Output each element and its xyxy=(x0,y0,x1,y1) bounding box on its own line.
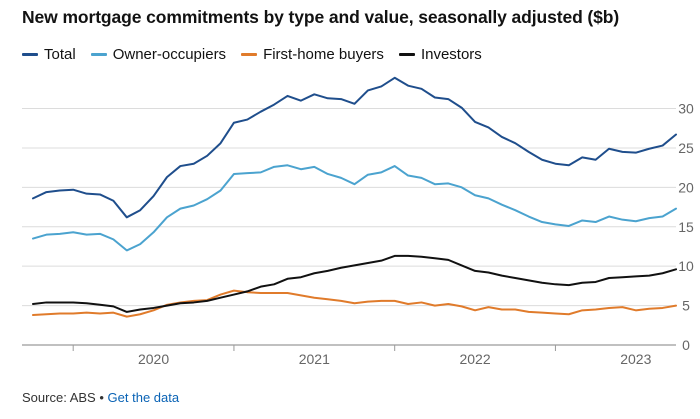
legend-item-first-home-buyers: First-home buyers xyxy=(241,46,384,63)
x-tick-label: 2021 xyxy=(299,351,330,367)
legend-label-first-home-buyers: First-home buyers xyxy=(263,46,384,63)
legend: Total Owner-occupiers First-home buyers … xyxy=(22,46,497,63)
source-note: Source: ABS xyxy=(22,390,96,405)
x-tick-label: 2020 xyxy=(138,351,169,367)
y-tick-label: 20 xyxy=(678,179,694,195)
legend-swatch-first-home-buyers xyxy=(241,53,258,56)
footer: Source: ABS • Get the data xyxy=(22,390,179,405)
x-tick-label: 2023 xyxy=(620,351,651,367)
y-tick-label: 25 xyxy=(678,140,694,156)
legend-label-owner-occupiers: Owner-occupiers xyxy=(112,46,227,63)
series-line-first-home-buyers xyxy=(32,289,677,318)
legend-item-owner-occupiers: Owner-occupiers xyxy=(90,46,227,63)
legend-swatch-total xyxy=(22,53,38,56)
y-tick-label: 10 xyxy=(678,258,694,274)
series-line-total xyxy=(32,76,677,219)
footer-separator: • xyxy=(99,390,104,405)
chart-title: New mortgage commitments by type and val… xyxy=(22,7,620,27)
series-line-investors xyxy=(32,254,677,313)
y-tick-label: 30 xyxy=(678,101,694,117)
get-the-data-link[interactable]: Get the data xyxy=(107,390,180,405)
legend-label-total: Total xyxy=(44,46,76,63)
series-line-owner-occupiers xyxy=(32,164,677,252)
legend-item-investors: Investors xyxy=(398,46,482,63)
series-lines xyxy=(32,76,677,318)
y-tick-label: 0 xyxy=(682,337,690,353)
y-tick-label: 15 xyxy=(678,219,694,235)
legend-swatch-owner-occupiers xyxy=(90,53,107,56)
x-axis: 2020 2021 2022 2023 xyxy=(72,345,652,367)
y-axis: 0 5 10 15 20 25 30 xyxy=(678,101,694,353)
legend-swatch-investors xyxy=(398,53,415,56)
legend-label-investors: Investors xyxy=(420,46,482,63)
x-tick-label: 2022 xyxy=(459,351,490,367)
y-tick-label: 5 xyxy=(682,298,690,314)
legend-item-total: Total xyxy=(22,46,76,63)
